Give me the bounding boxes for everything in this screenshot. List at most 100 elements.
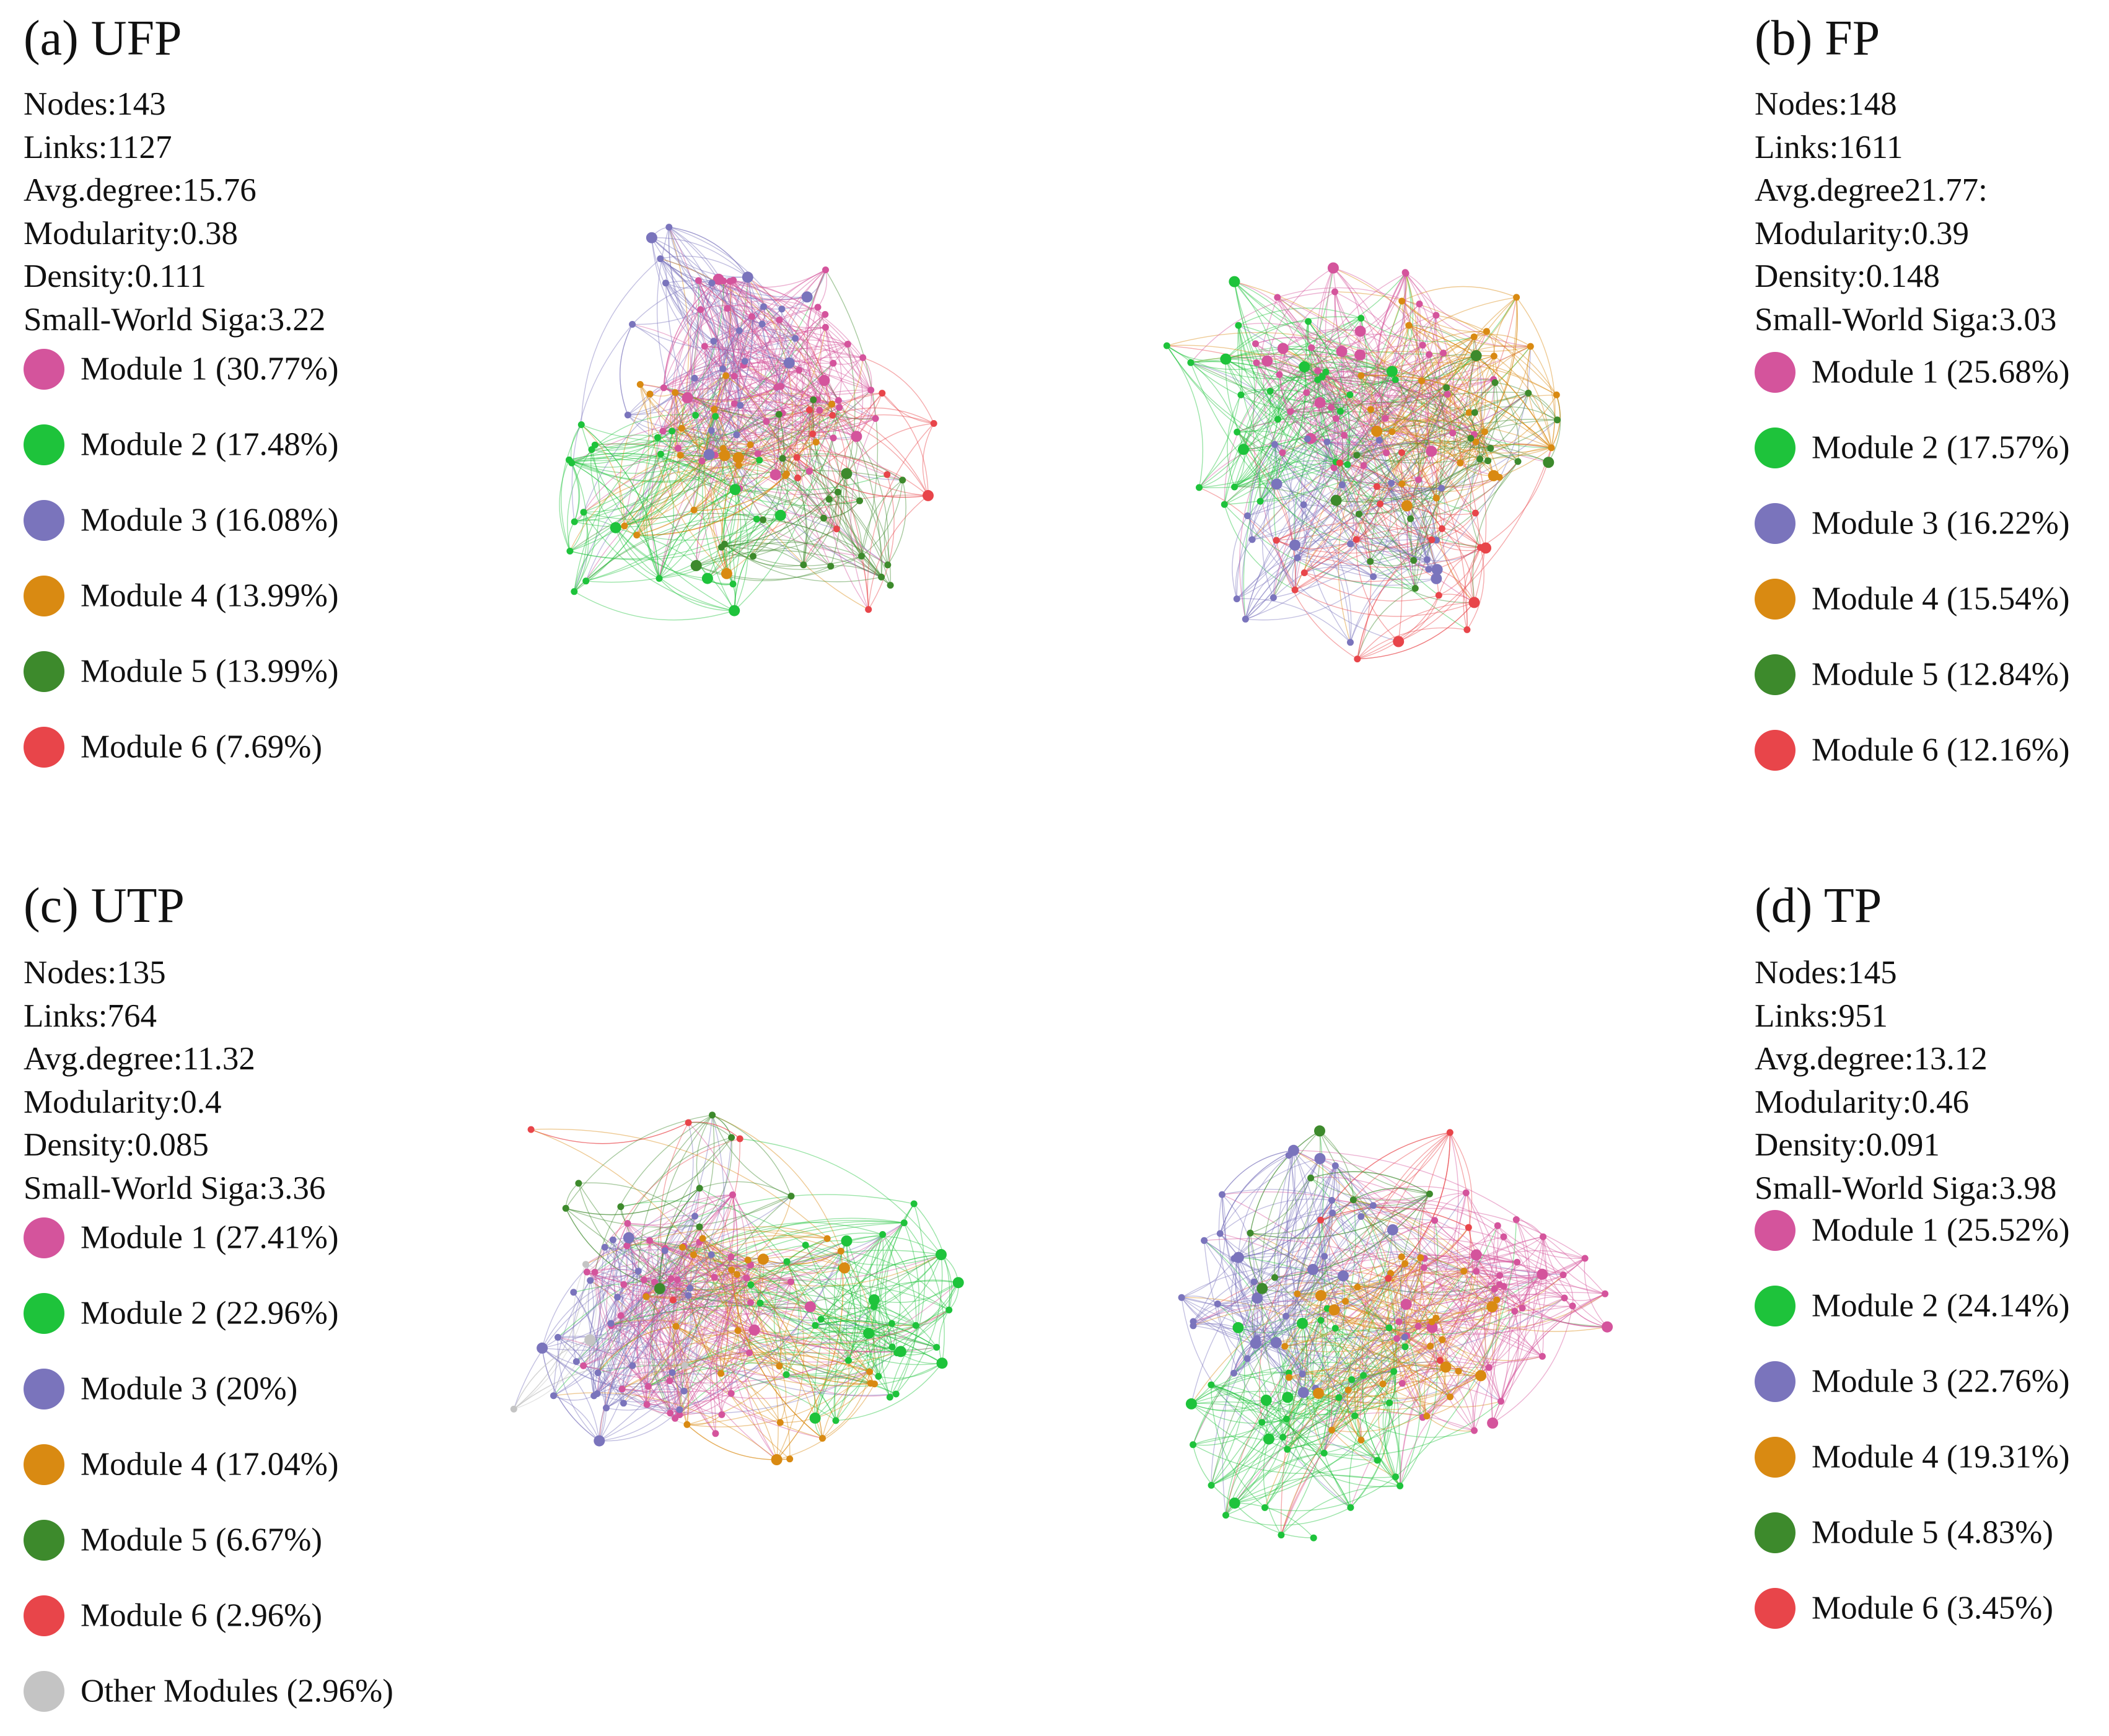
network-node <box>888 1320 895 1327</box>
network-edge <box>1357 1132 1450 1287</box>
network-edge <box>1320 1256 1353 1380</box>
network-edge <box>651 1288 676 1419</box>
network-edge <box>713 341 781 387</box>
network-edge <box>683 1245 751 1267</box>
network-edge <box>1191 1403 1287 1424</box>
network-node <box>1487 445 1494 452</box>
network-edge <box>775 362 834 475</box>
network-edge <box>1266 346 1531 384</box>
network-edge <box>1349 540 1437 642</box>
network-edge <box>688 1281 791 1302</box>
network-edge <box>1247 444 1276 516</box>
network-edge <box>1346 1390 1362 1440</box>
network-node <box>1473 1268 1480 1275</box>
network-edge <box>1370 325 1410 410</box>
network-edge <box>1277 379 1318 419</box>
network-edge <box>1349 503 1380 544</box>
module-2-dot <box>24 1293 64 1334</box>
network-edge <box>874 1306 937 1348</box>
network-edge <box>1406 475 1494 507</box>
network-node <box>1393 636 1405 647</box>
network-edge <box>1476 1271 1573 1307</box>
network-edge <box>597 1137 732 1395</box>
network-edge <box>1294 500 1337 546</box>
network-edge <box>825 327 842 401</box>
network-edge <box>1335 1165 1405 1338</box>
network-node <box>1405 322 1413 329</box>
network-node <box>1602 1321 1613 1333</box>
network-edge <box>1236 418 1386 600</box>
network-edge <box>809 357 864 471</box>
network-edge <box>1290 409 1336 419</box>
network-edge <box>848 1299 875 1361</box>
network-edge <box>627 361 745 416</box>
network-edge <box>690 280 736 490</box>
network-edge <box>731 1269 823 1439</box>
panel-c-small-world: Small-World Siga:3.36 <box>24 1170 326 1206</box>
network-edge <box>585 515 781 583</box>
network-edge <box>1499 1284 1608 1328</box>
network-node <box>1367 558 1374 565</box>
network-node <box>923 489 934 501</box>
network-node <box>1386 1399 1393 1406</box>
network-edge <box>1220 1233 1475 1431</box>
network-edge <box>1294 487 1442 546</box>
network-edge <box>1395 379 1552 449</box>
network-edge <box>647 1250 841 1387</box>
network-edge <box>583 1265 751 1366</box>
network-edge <box>1310 438 1364 466</box>
network-edge <box>583 1309 950 1383</box>
network-edge <box>1427 547 1481 562</box>
network-edge <box>1439 547 1481 596</box>
network-edge <box>1218 1194 1258 1339</box>
network-edge <box>513 1361 685 1409</box>
network-edge <box>1304 366 1471 439</box>
network-edge <box>1324 1256 1395 1372</box>
network-edge <box>681 427 804 565</box>
network-edge <box>683 1246 822 1320</box>
network-edge <box>779 319 825 381</box>
network-edge <box>1238 1323 1303 1333</box>
network-edge <box>1287 1383 1383 1450</box>
network-edge <box>1423 1193 1467 1268</box>
network-edge <box>683 1216 696 1289</box>
network-edge <box>642 437 660 579</box>
network-edge <box>846 1240 861 1361</box>
network-edge <box>1422 1225 1499 1418</box>
network-edge <box>665 283 804 566</box>
network-edge <box>722 306 764 369</box>
network-edge <box>1302 1323 1440 1364</box>
network-node <box>879 390 886 397</box>
network-node <box>858 553 865 560</box>
network-node <box>667 1275 675 1282</box>
network-edge <box>660 258 789 364</box>
network-node <box>1234 428 1241 436</box>
network-edge <box>675 392 888 566</box>
network-edge <box>782 458 891 585</box>
network-edge <box>752 414 785 557</box>
network-node <box>656 575 663 582</box>
network-edge <box>1424 1258 1543 1357</box>
network-edge <box>598 1265 752 1442</box>
network-node <box>822 311 829 318</box>
network-edge <box>1404 1263 1432 1323</box>
network-edge <box>1334 1309 1383 1384</box>
network-node <box>1317 1216 1325 1224</box>
network-edge <box>1252 411 1341 540</box>
network-node <box>728 1266 735 1274</box>
network-node <box>703 449 715 460</box>
network-edge <box>636 361 745 535</box>
network-edge <box>620 324 633 416</box>
network-edge <box>558 1220 905 1338</box>
network-edge <box>612 1138 740 1240</box>
network-edge <box>1470 393 1529 439</box>
network-node <box>1438 484 1445 492</box>
network-node <box>729 605 740 616</box>
network-edge <box>1225 359 1278 484</box>
network-edge <box>707 341 740 489</box>
network-edge <box>823 500 861 519</box>
module-4-dot <box>24 576 64 616</box>
network-edge <box>1377 431 1461 463</box>
network-node <box>787 1278 794 1286</box>
network-edge <box>610 1323 649 1387</box>
